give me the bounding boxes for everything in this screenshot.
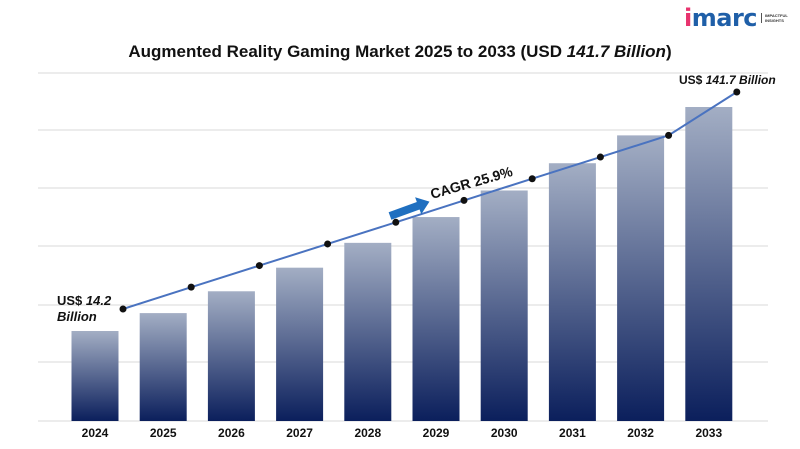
arrow-icon bbox=[388, 197, 430, 220]
start-unit: Billion bbox=[57, 309, 97, 324]
logo-tagline: IMPACTFUL INSIGHTS bbox=[761, 13, 799, 23]
imarc-logo: imarc IMPACTFUL INSIGHTS bbox=[684, 6, 799, 30]
x-tick-2029: 2029 bbox=[423, 426, 450, 440]
bar-2026 bbox=[207, 291, 255, 421]
start-prefix: US$ bbox=[57, 293, 86, 308]
bar-2033 bbox=[685, 107, 733, 421]
x-tick-2030: 2030 bbox=[491, 426, 518, 440]
x-tick-2028: 2028 bbox=[354, 426, 381, 440]
cagr-arrow-shape bbox=[388, 197, 430, 220]
title-prefix: Augmented Reality Gaming Market 2025 to … bbox=[128, 42, 567, 61]
bar-2027 bbox=[276, 267, 324, 421]
trend-point-2029 bbox=[460, 196, 468, 204]
trend-point-2028 bbox=[392, 218, 400, 226]
bar-2030 bbox=[480, 190, 528, 421]
x-tick-2026: 2026 bbox=[218, 426, 245, 440]
title-value: 141.7 Billion bbox=[566, 42, 666, 61]
x-tick-2033: 2033 bbox=[695, 426, 722, 440]
x-axis-ticks: 2024 2025 2026 2027 2028 2029 2030 2031 2032 2033 bbox=[82, 426, 723, 440]
end-prefix: US$ bbox=[679, 73, 706, 87]
x-tick-2027: 2027 bbox=[286, 426, 313, 440]
logo-letter-i: i bbox=[684, 4, 692, 32]
bar-2031 bbox=[548, 163, 596, 421]
trend-point-2026 bbox=[255, 262, 263, 270]
chart-title: Augmented Reality Gaming Market 2025 to … bbox=[0, 42, 800, 62]
trend-point-2032 bbox=[665, 131, 673, 139]
cagr-arrow bbox=[388, 197, 430, 220]
logo-letters: marc bbox=[691, 4, 758, 32]
bar-2024 bbox=[71, 331, 119, 421]
bar-2029 bbox=[412, 217, 460, 421]
bars bbox=[71, 107, 733, 421]
title-suffix: ) bbox=[665, 42, 672, 61]
x-tick-2024: 2024 bbox=[82, 426, 109, 440]
logo-wordmark: imarc bbox=[684, 4, 758, 32]
trend-point-2024 bbox=[119, 305, 127, 313]
end-value: 141.7 Billion bbox=[706, 73, 776, 87]
trend-point-2031 bbox=[596, 153, 604, 161]
trend-point-2025 bbox=[187, 283, 195, 291]
bar-2032 bbox=[617, 135, 665, 421]
trend-point-2033 bbox=[733, 88, 741, 96]
bar-2025 bbox=[139, 313, 187, 421]
bar-2028 bbox=[344, 242, 392, 421]
start-annotation: US$ 14.2 bbox=[57, 293, 112, 308]
trend-polyline bbox=[122, 91, 738, 310]
x-tick-2025: 2025 bbox=[150, 426, 177, 440]
x-tick-2032: 2032 bbox=[627, 426, 654, 440]
x-tick-2031: 2031 bbox=[559, 426, 586, 440]
trend-point-2030 bbox=[528, 175, 536, 183]
end-annotation: US$ 141.7 Billion bbox=[679, 73, 776, 87]
start-value: 14.2 bbox=[86, 293, 112, 308]
trend-point-2027 bbox=[324, 240, 332, 248]
trend-line bbox=[119, 88, 741, 313]
